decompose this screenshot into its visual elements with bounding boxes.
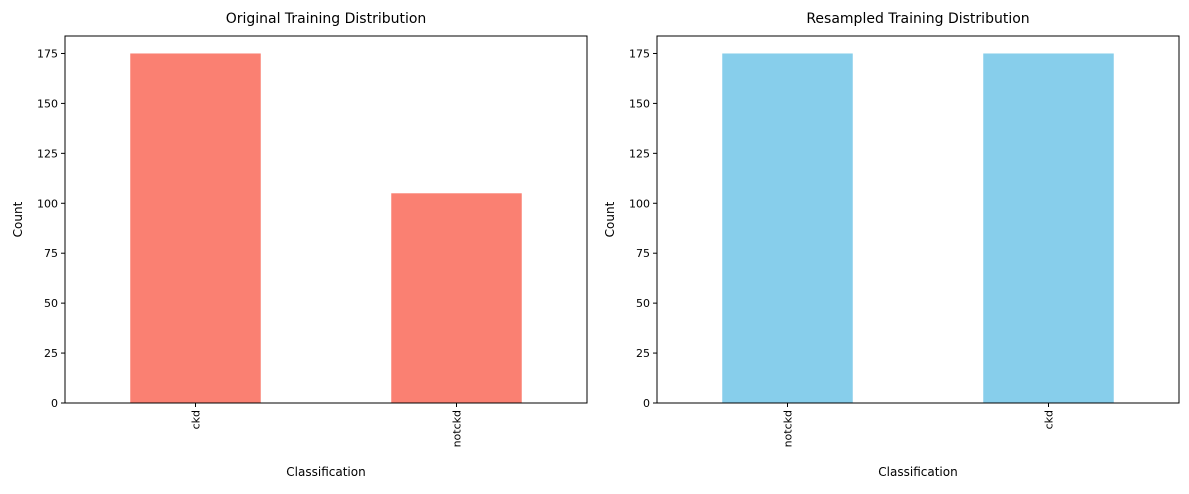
bar-notckd [391, 193, 522, 403]
bars-original [130, 53, 522, 403]
y-tick-label: 125 [629, 147, 650, 160]
y-tick-label: 125 [37, 147, 58, 160]
y-tick-label: 75 [636, 247, 650, 260]
x-tick-label: ckd [1043, 410, 1056, 429]
bar-notckd [722, 53, 853, 403]
y-axis-label-resampled: Count [603, 201, 617, 237]
x-tick-label: notckd [451, 410, 464, 447]
x-tick-label: ckd [190, 410, 203, 429]
x-ticks-original: ckd notckd [190, 403, 464, 447]
y-tick-label: 75 [44, 247, 58, 260]
x-tick-label: notckd [782, 410, 795, 447]
y-tick-label: 50 [44, 297, 58, 310]
bar-ckd [983, 53, 1114, 403]
x-axis-label-original: Classification [286, 465, 365, 479]
y-tick-label: 100 [37, 197, 58, 210]
chart-title-original: Original Training Distribution [226, 11, 427, 27]
y-tick-label: 175 [629, 47, 650, 60]
y-tick-label: 150 [629, 97, 650, 110]
y-tick-label: 0 [643, 397, 650, 410]
chart-resampled: Resampled Training Distribution Classifi… [603, 11, 1180, 479]
y-tick-label: 100 [629, 197, 650, 210]
x-axis-label-resampled: Classification [878, 465, 957, 479]
y-tick-label: 25 [44, 347, 58, 360]
bar-ckd [130, 53, 261, 403]
y-tick-label: 175 [37, 47, 58, 60]
chart-title-resampled: Resampled Training Distribution [806, 11, 1029, 27]
y-tick-label: 25 [636, 347, 650, 360]
x-ticks-resampled: notckd ckd [782, 403, 1056, 447]
plot-frame-resampled [656, 35, 1180, 404]
y-ticks-resampled: 0 25 50 75 100 125 150 175 [629, 47, 657, 410]
y-tick-label: 150 [37, 97, 58, 110]
chart-original: Original Training Distribution Classific… [11, 11, 588, 479]
y-tick-label: 0 [51, 397, 58, 410]
bars-resampled [722, 53, 1114, 403]
y-axis-label-original: Count [11, 201, 25, 237]
y-tick-label: 50 [636, 297, 650, 310]
plot-frame-original [64, 35, 588, 404]
y-ticks-original: 0 25 50 75 100 125 150 175 [37, 47, 65, 410]
